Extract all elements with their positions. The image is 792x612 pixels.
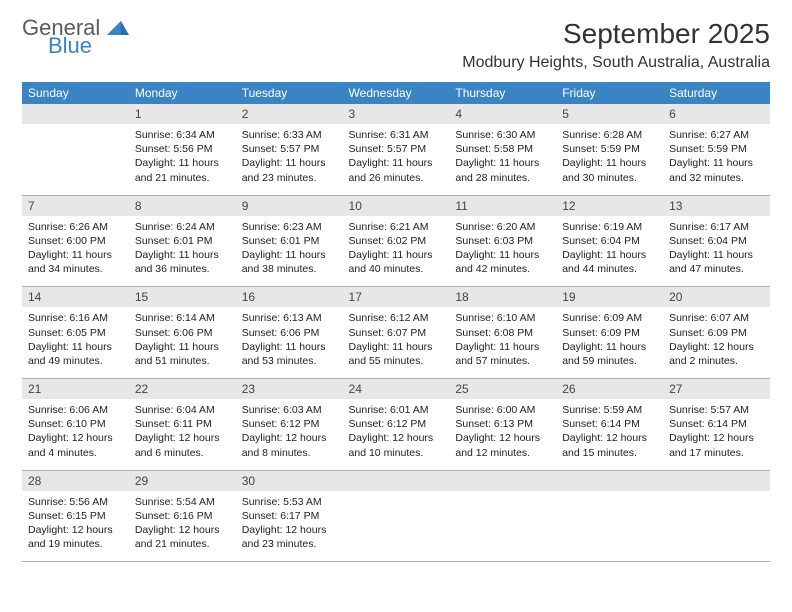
day-info-cell: Sunrise: 6:33 AMSunset: 5:57 PMDaylight:… (236, 124, 343, 195)
day-number-cell: 3 (343, 104, 450, 124)
day-number-cell: 12 (556, 195, 663, 216)
day-info-cell (22, 124, 129, 195)
day-number-cell: 21 (22, 379, 129, 400)
day-info-cell: Sunrise: 6:09 AMSunset: 6:09 PMDaylight:… (556, 307, 663, 378)
day-info-cell: Sunrise: 5:59 AMSunset: 6:14 PMDaylight:… (556, 399, 663, 470)
day-number-cell: 8 (129, 195, 236, 216)
day-info-cell: Sunrise: 6:24 AMSunset: 6:01 PMDaylight:… (129, 216, 236, 287)
day-number-cell: 25 (449, 379, 556, 400)
dayhead-sunday: Sunday (22, 82, 129, 104)
title-block: September 2025 Modbury Heights, South Au… (462, 18, 770, 72)
info-row: Sunrise: 6:26 AMSunset: 6:00 PMDaylight:… (22, 216, 770, 287)
info-row: Sunrise: 6:34 AMSunset: 5:56 PMDaylight:… (22, 124, 770, 195)
calendar-page: General Blue September 2025 Modbury Heig… (0, 0, 792, 562)
daynum-row: 282930 (22, 470, 770, 491)
dayhead-thursday: Thursday (449, 82, 556, 104)
day-info-cell (663, 491, 770, 562)
day-number-cell: 5 (556, 104, 663, 124)
day-number-cell: 9 (236, 195, 343, 216)
day-number-cell: 14 (22, 287, 129, 308)
logo-text-block: General Blue (22, 18, 129, 56)
day-info-cell: Sunrise: 6:26 AMSunset: 6:00 PMDaylight:… (22, 216, 129, 287)
day-info-cell: Sunrise: 6:28 AMSunset: 5:59 PMDaylight:… (556, 124, 663, 195)
day-info-cell: Sunrise: 6:00 AMSunset: 6:13 PMDaylight:… (449, 399, 556, 470)
daynum-row: 123456 (22, 104, 770, 124)
day-number-cell: 17 (343, 287, 450, 308)
day-info-cell: Sunrise: 6:31 AMSunset: 5:57 PMDaylight:… (343, 124, 450, 195)
day-number-cell: 4 (449, 104, 556, 124)
day-number-cell (449, 470, 556, 491)
dayhead-monday: Monday (129, 82, 236, 104)
day-info-cell: Sunrise: 6:01 AMSunset: 6:12 PMDaylight:… (343, 399, 450, 470)
day-info-cell: Sunrise: 6:20 AMSunset: 6:03 PMDaylight:… (449, 216, 556, 287)
calendar-table: Sunday Monday Tuesday Wednesday Thursday… (22, 82, 770, 562)
day-number-cell: 26 (556, 379, 663, 400)
info-row: Sunrise: 6:06 AMSunset: 6:10 PMDaylight:… (22, 399, 770, 470)
day-info-cell: Sunrise: 6:21 AMSunset: 6:02 PMDaylight:… (343, 216, 450, 287)
day-info-cell: Sunrise: 6:06 AMSunset: 6:10 PMDaylight:… (22, 399, 129, 470)
day-number-cell: 28 (22, 470, 129, 491)
day-header-row: Sunday Monday Tuesday Wednesday Thursday… (22, 82, 770, 104)
day-info-cell: Sunrise: 5:53 AMSunset: 6:17 PMDaylight:… (236, 491, 343, 562)
month-title: September 2025 (462, 18, 770, 50)
day-number-cell: 13 (663, 195, 770, 216)
day-info-cell: Sunrise: 5:57 AMSunset: 6:14 PMDaylight:… (663, 399, 770, 470)
day-info-cell: Sunrise: 6:23 AMSunset: 6:01 PMDaylight:… (236, 216, 343, 287)
day-info-cell (449, 491, 556, 562)
day-info-cell: Sunrise: 6:04 AMSunset: 6:11 PMDaylight:… (129, 399, 236, 470)
day-info-cell: Sunrise: 6:16 AMSunset: 6:05 PMDaylight:… (22, 307, 129, 378)
day-number-cell (343, 470, 450, 491)
day-number-cell: 19 (556, 287, 663, 308)
day-number-cell: 1 (129, 104, 236, 124)
day-info-cell: Sunrise: 6:30 AMSunset: 5:58 PMDaylight:… (449, 124, 556, 195)
header: General Blue September 2025 Modbury Heig… (22, 18, 770, 72)
day-number-cell: 6 (663, 104, 770, 124)
day-number-cell: 23 (236, 379, 343, 400)
day-number-cell: 29 (129, 470, 236, 491)
calendar-body: 123456Sunrise: 6:34 AMSunset: 5:56 PMDay… (22, 104, 770, 562)
dayhead-saturday: Saturday (663, 82, 770, 104)
day-number-cell: 24 (343, 379, 450, 400)
day-number-cell: 22 (129, 379, 236, 400)
day-number-cell (556, 470, 663, 491)
day-number-cell: 7 (22, 195, 129, 216)
day-number-cell: 20 (663, 287, 770, 308)
dayhead-wednesday: Wednesday (343, 82, 450, 104)
day-info-cell: Sunrise: 6:10 AMSunset: 6:08 PMDaylight:… (449, 307, 556, 378)
day-number-cell: 30 (236, 470, 343, 491)
day-number-cell: 10 (343, 195, 450, 216)
daynum-row: 21222324252627 (22, 379, 770, 400)
info-row: Sunrise: 5:56 AMSunset: 6:15 PMDaylight:… (22, 491, 770, 562)
day-info-cell: Sunrise: 6:12 AMSunset: 6:07 PMDaylight:… (343, 307, 450, 378)
info-row: Sunrise: 6:16 AMSunset: 6:05 PMDaylight:… (22, 307, 770, 378)
day-number-cell: 15 (129, 287, 236, 308)
daynum-row: 14151617181920 (22, 287, 770, 308)
logo: General Blue (22, 18, 129, 56)
day-number-cell (663, 470, 770, 491)
day-number-cell: 16 (236, 287, 343, 308)
day-number-cell: 2 (236, 104, 343, 124)
day-info-cell (343, 491, 450, 562)
day-info-cell: Sunrise: 6:14 AMSunset: 6:06 PMDaylight:… (129, 307, 236, 378)
day-info-cell: Sunrise: 6:34 AMSunset: 5:56 PMDaylight:… (129, 124, 236, 195)
day-info-cell: Sunrise: 6:03 AMSunset: 6:12 PMDaylight:… (236, 399, 343, 470)
day-info-cell (556, 491, 663, 562)
location-text: Modbury Heights, South Australia, Austra… (462, 54, 770, 72)
day-info-cell: Sunrise: 6:13 AMSunset: 6:06 PMDaylight:… (236, 307, 343, 378)
day-info-cell: Sunrise: 5:56 AMSunset: 6:15 PMDaylight:… (22, 491, 129, 562)
day-info-cell: Sunrise: 6:19 AMSunset: 6:04 PMDaylight:… (556, 216, 663, 287)
day-info-cell: Sunrise: 6:27 AMSunset: 5:59 PMDaylight:… (663, 124, 770, 195)
day-number-cell: 27 (663, 379, 770, 400)
day-number-cell: 11 (449, 195, 556, 216)
daynum-row: 78910111213 (22, 195, 770, 216)
dayhead-tuesday: Tuesday (236, 82, 343, 104)
logo-triangle-icon (107, 21, 129, 40)
day-number-cell: 18 (449, 287, 556, 308)
day-info-cell: Sunrise: 5:54 AMSunset: 6:16 PMDaylight:… (129, 491, 236, 562)
day-info-cell: Sunrise: 6:07 AMSunset: 6:09 PMDaylight:… (663, 307, 770, 378)
day-info-cell: Sunrise: 6:17 AMSunset: 6:04 PMDaylight:… (663, 216, 770, 287)
day-number-cell (22, 104, 129, 124)
dayhead-friday: Friday (556, 82, 663, 104)
